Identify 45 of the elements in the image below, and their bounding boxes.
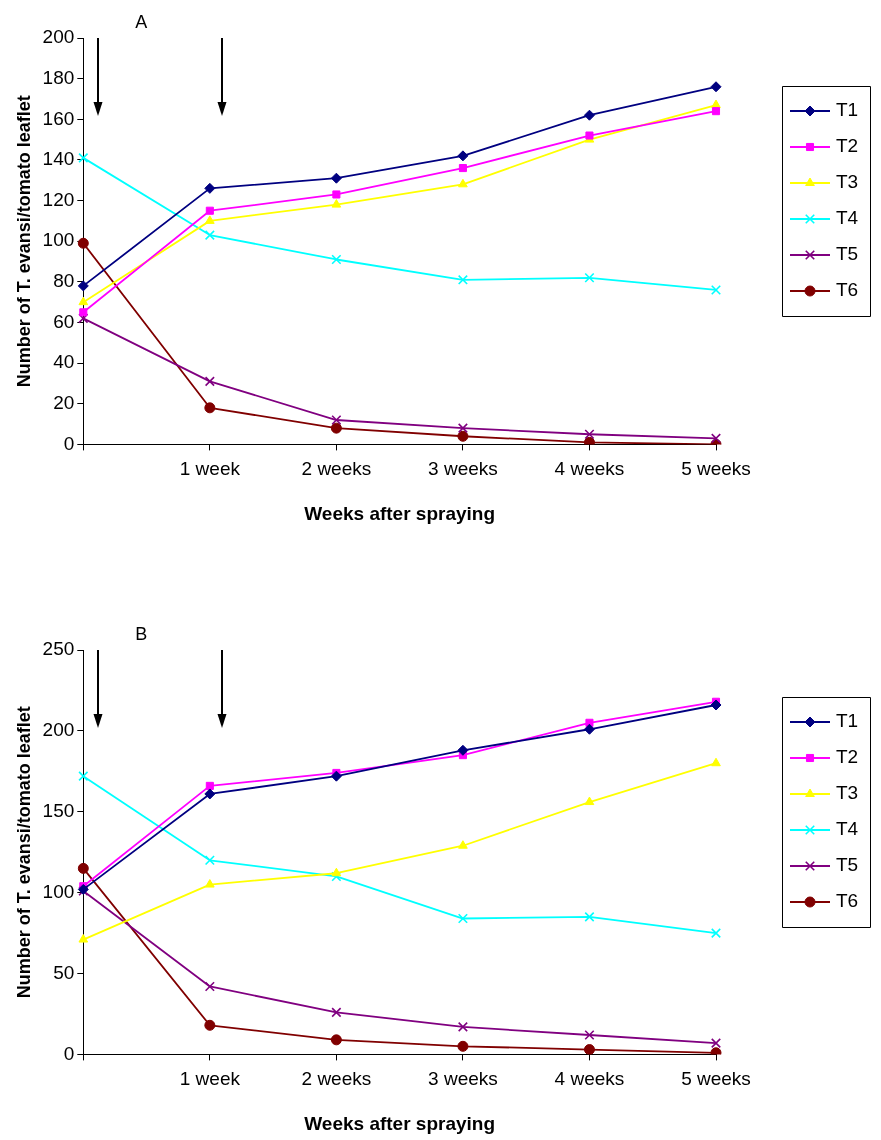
legend-label: T3 — [836, 782, 859, 804]
legend-label: T6 — [836, 279, 859, 301]
x-axis-title: Weeks after spraying — [304, 1112, 496, 1134]
x-tick-label: 2 weeks — [301, 1068, 372, 1090]
y-tick-label: 20 — [53, 391, 75, 413]
x-axis-title: Weeks after spraying — [304, 502, 496, 524]
x-tick-label: 4 weeks — [554, 458, 625, 480]
legend-label: T6 — [836, 890, 859, 912]
legend-label: T5 — [836, 854, 859, 876]
y-tick-label: 50 — [53, 961, 75, 983]
x-tick-label: 4 weeks — [554, 1068, 625, 1090]
legend-label: T2 — [836, 135, 859, 157]
x-tick-label: 5 weeks — [681, 458, 751, 480]
y-tick-label: 140 — [42, 148, 75, 170]
y-axis-title: Number of T. evansi/tomato leaflet — [13, 95, 34, 388]
legend-label: T1 — [836, 710, 859, 732]
legend-label: T2 — [836, 746, 859, 768]
y-tick-label: 80 — [53, 270, 75, 292]
legend-label: T4 — [836, 207, 859, 229]
legend-label: T4 — [836, 818, 859, 840]
x-tick-label: 1 week — [179, 458, 241, 480]
y-tick-label: 160 — [42, 107, 75, 129]
legend-label: T3 — [836, 171, 859, 193]
y-tick-label: 100 — [42, 880, 75, 902]
chart-title: A — [135, 11, 148, 32]
y-axis-title: Number of T. evansi/tomato leaflet — [13, 706, 34, 999]
x-tick-label: 1 week — [179, 1068, 241, 1090]
y-tick-label: 60 — [53, 310, 75, 332]
y-tick-label: 0 — [63, 1042, 75, 1064]
y-tick-label: 200 — [42, 26, 75, 48]
legend-label: T5 — [836, 243, 859, 265]
legend-label: T1 — [836, 99, 859, 121]
chart-title: B — [135, 623, 148, 644]
y-tick-label: 40 — [53, 351, 75, 373]
x-tick-label: 5 weeks — [681, 1068, 751, 1090]
y-tick-label: 0 — [63, 432, 75, 454]
y-tick-label: 200 — [42, 719, 75, 741]
x-tick-label: 3 weeks — [428, 1068, 498, 1090]
x-tick-label: 3 weeks — [428, 458, 498, 480]
y-tick-label: 250 — [42, 638, 75, 660]
y-tick-label: 120 — [42, 188, 75, 210]
y-tick-label: 180 — [42, 66, 75, 88]
y-tick-label: 100 — [42, 229, 75, 251]
x-tick-label: 2 weeks — [301, 458, 372, 480]
y-tick-label: 150 — [42, 799, 75, 821]
